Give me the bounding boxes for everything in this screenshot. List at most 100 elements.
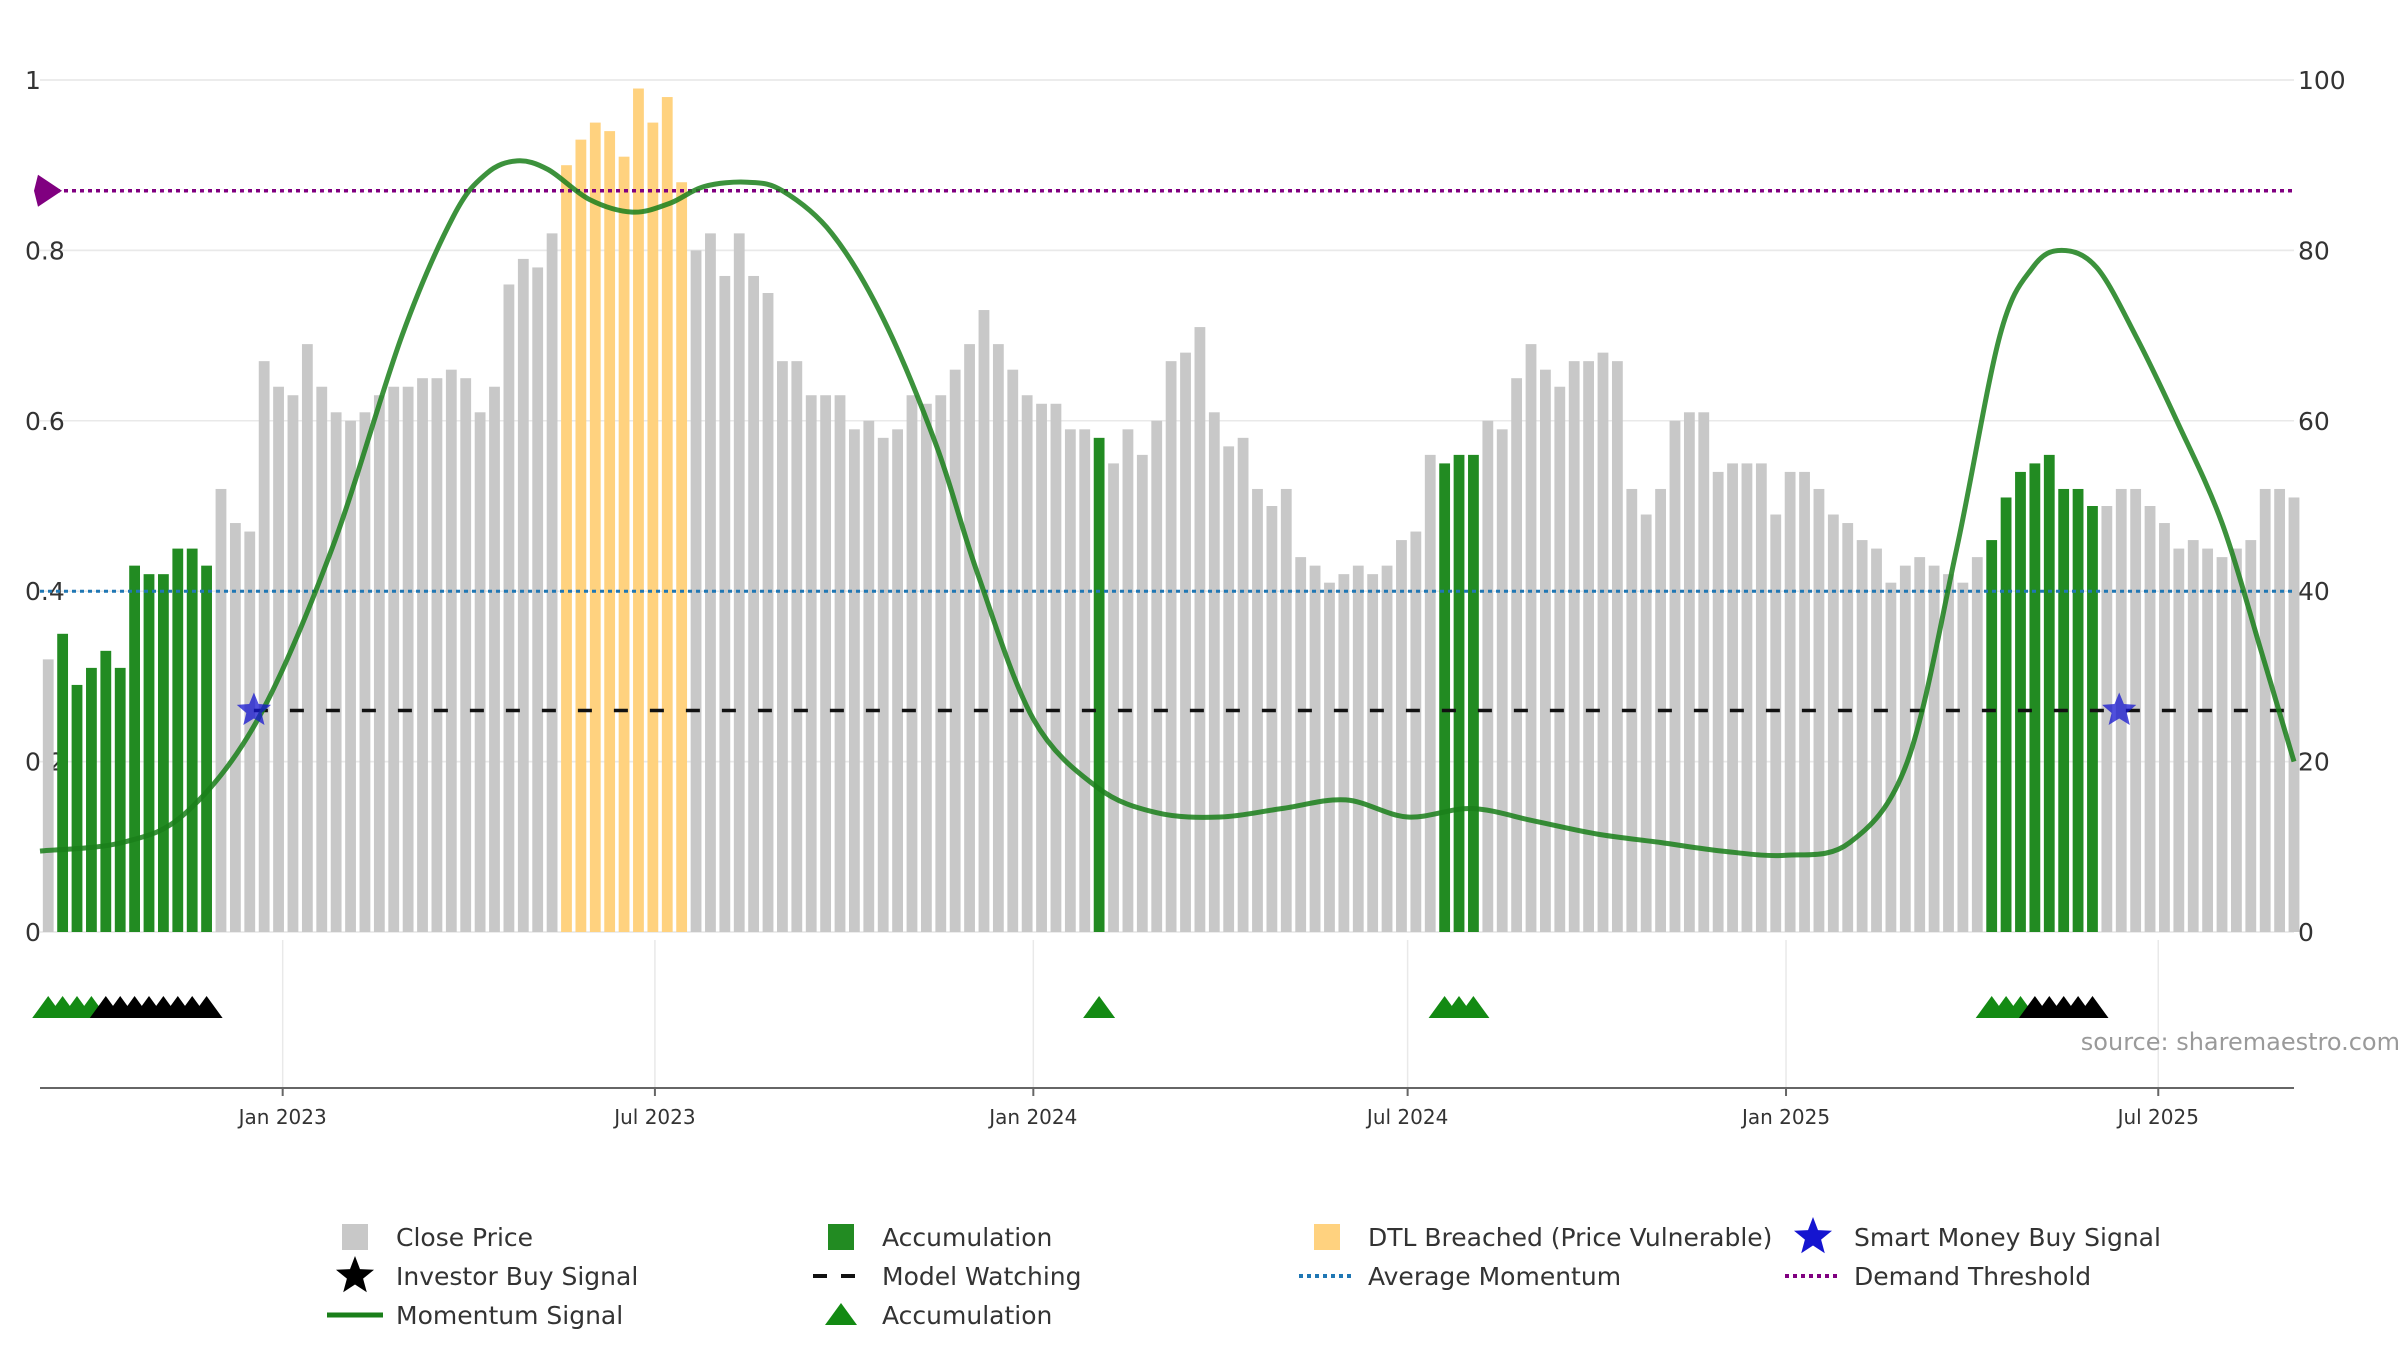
close-price-bar <box>1669 420 1681 932</box>
investor-buy-marker <box>190 996 223 1018</box>
close-price-bar <box>1266 506 1278 932</box>
legend-item-accumulation: Accumulation <box>825 1301 1052 1330</box>
close-price-bar <box>474 412 486 932</box>
close-price-bar <box>935 395 947 932</box>
accumulation-bar <box>186 548 198 932</box>
bars <box>42 88 2300 933</box>
close-price-bar <box>2231 548 2242 932</box>
legend-item-model-watching: Model Watching <box>813 1262 1082 1291</box>
close-price-bar <box>1583 361 1594 932</box>
close-price-bar <box>431 378 443 932</box>
legend-label: DTL Breached (Price Vulnerable) <box>1368 1223 1772 1252</box>
close-price-bar <box>791 361 803 932</box>
close-price-bar <box>1367 574 1379 932</box>
dtl-bar <box>633 88 644 932</box>
close-price-bar <box>1611 361 1623 932</box>
close-price-bar <box>1496 429 1508 932</box>
close-price-bar <box>2101 506 2113 932</box>
right-tick-label: 60 <box>2298 407 2330 436</box>
legend-item-investor-buy-signal: Investor Buy Signal <box>336 1256 638 1293</box>
close-price-bar <box>2245 540 2257 932</box>
close-price-bar <box>1914 557 1926 932</box>
accumulation-bar <box>2015 471 2026 932</box>
x-axis: Jan 2023 Jul 2023 Jan 2024 Jul 2024 Jan 2025… <box>40 1087 2294 1129</box>
accumulation-bar <box>71 684 83 932</box>
close-price-bar <box>1064 429 1076 932</box>
close-price-bar <box>1396 540 1407 932</box>
close-price-bar <box>892 429 903 932</box>
close-price-bar <box>1482 420 1494 932</box>
close-price-bar <box>1813 488 1825 932</box>
close-price-bar <box>532 267 544 932</box>
close-price-bar <box>1698 412 1710 932</box>
close-price-bar <box>273 386 284 933</box>
close-price-bar <box>1295 557 1307 932</box>
close-price-bar <box>345 420 356 932</box>
legend-item-smart-money-buy-signal: Smart Money Buy Signal <box>1794 1217 2161 1254</box>
left-tick-label: 0.6 <box>25 407 65 436</box>
close-price-bar <box>719 275 731 933</box>
legend-star-icon <box>1794 1217 1832 1254</box>
close-price-bar <box>1712 471 1724 932</box>
legend-label: Investor Buy Signal <box>396 1262 638 1291</box>
accumulation-bar <box>2072 488 2084 932</box>
close-price-bar <box>417 378 428 932</box>
legend-label: Average Momentum <box>1368 1262 1621 1291</box>
legend-item-momentum-signal: Momentum Signal <box>327 1301 623 1330</box>
close-price-bar <box>1007 369 1019 932</box>
left-tick-label: 1 <box>25 66 41 95</box>
dtl-bar <box>589 122 601 933</box>
legend-swatch <box>342 1224 368 1250</box>
close-price-bar <box>1540 369 1551 932</box>
close-price-bar <box>805 395 817 932</box>
close-price-bar <box>1079 429 1091 932</box>
close-price-bar <box>503 284 515 933</box>
close-price-bar <box>1928 565 1940 932</box>
legend: Close Price Accumulation DTL Breached (Pri… <box>327 1217 2161 1330</box>
legend-triangle-icon <box>825 1303 857 1325</box>
close-price-bar <box>964 344 975 932</box>
accumulation-bar <box>1986 540 1998 932</box>
close-price-bar <box>1036 403 1047 932</box>
close-price-bar <box>762 293 774 932</box>
reference-lines <box>34 174 2294 713</box>
close-price-bar <box>1324 582 1335 932</box>
x-tick-label: Jan 2025 <box>1740 1105 1830 1129</box>
close-price-bar <box>1352 565 1364 932</box>
left-tick-label: 0.8 <box>25 236 65 265</box>
close-price-bar <box>849 429 860 932</box>
dtl-bar <box>647 122 659 933</box>
accumulation-bar <box>86 667 97 932</box>
close-price-bar <box>388 386 400 933</box>
legend-label: Smart Money Buy Signal <box>1854 1223 2161 1252</box>
close-price-bar <box>877 437 889 932</box>
close-price-bar <box>1799 471 1810 932</box>
close-price-bar <box>1943 574 1954 932</box>
close-price-bar <box>517 258 529 932</box>
close-price-bar <box>1971 557 1983 932</box>
close-price-bar <box>1755 463 1767 932</box>
legend-label: Accumulation <box>882 1223 1052 1252</box>
right-tick-label: 100 <box>2298 66 2346 95</box>
accumulation-bar <box>143 574 155 932</box>
right-axis: 0 20 40 60 80 100 <box>2298 66 2346 947</box>
close-price-bar <box>1151 420 1163 932</box>
close-price-bar <box>1511 378 1523 932</box>
close-price-bar <box>359 412 371 932</box>
close-price-bar <box>2159 523 2170 932</box>
close-price-bar <box>1640 514 1652 932</box>
close-price-bar <box>1856 540 1868 932</box>
close-price-bar <box>229 523 241 932</box>
right-tick-label: 80 <box>2298 236 2330 265</box>
close-price-bar <box>1122 429 1134 932</box>
x-tick-label: Jul 2024 <box>1365 1105 1448 1129</box>
close-price-bar <box>445 369 457 932</box>
close-price-bar <box>1525 344 1537 932</box>
demand-threshold-marker <box>34 174 62 207</box>
accumulation-bar <box>1453 454 1465 932</box>
legend-item-average-momentum: Average Momentum <box>1299 1262 1621 1291</box>
close-price-bar <box>777 361 788 932</box>
dtl-bar <box>575 139 587 932</box>
close-price-bar <box>1871 548 1882 932</box>
accumulation-bar <box>2043 454 2055 932</box>
